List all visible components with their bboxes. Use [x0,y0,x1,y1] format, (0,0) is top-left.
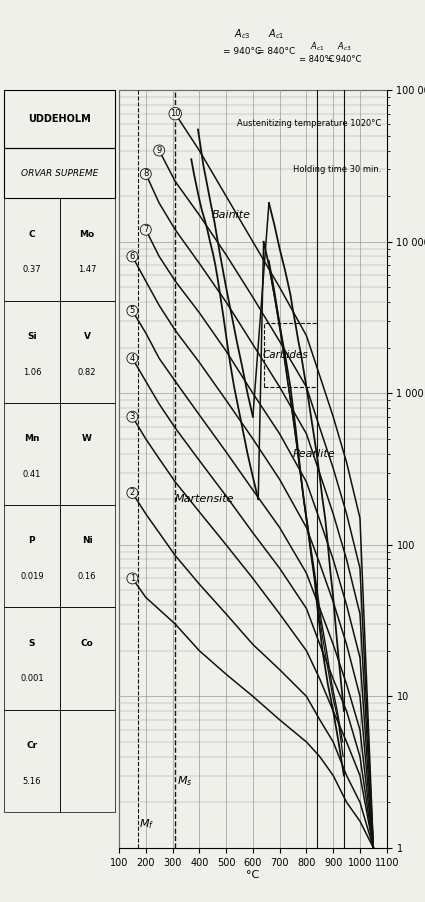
Bar [4,90,115,148]
Bar [60,300,115,403]
Text: Mo: Mo [79,230,95,239]
Text: 6: 6 [130,252,135,261]
Text: Si: Si [27,332,37,341]
Text: 10: 10 [170,109,181,118]
Bar [4,403,60,505]
Text: 1.47: 1.47 [78,265,96,274]
Text: 9: 9 [156,146,162,155]
Bar [60,710,115,812]
Text: 5.16: 5.16 [23,777,41,786]
Text: Carbides: Carbides [262,350,308,360]
Bar [4,710,60,812]
Text: $A_{c3}$: $A_{c3}$ [234,27,251,41]
Text: 0.37: 0.37 [23,265,41,274]
Text: 0.019: 0.019 [20,572,44,581]
Text: = 940°C: = 940°C [223,47,261,56]
Text: 5: 5 [130,307,135,316]
Text: V: V [84,332,91,341]
Text: S: S [28,639,35,648]
Text: $M_f$: $M_f$ [139,817,154,831]
Text: 4: 4 [130,354,135,363]
Text: UDDEHOLM: UDDEHOLM [28,114,91,124]
Text: P: P [28,537,35,546]
Bar [4,198,60,300]
Text: ORVAR SUPREME: ORVAR SUPREME [21,169,98,178]
Text: Austenitizing temperature 1020°C: Austenitizing temperature 1020°C [237,119,381,128]
X-axis label: °C: °C [246,870,260,880]
Bar [4,607,60,710]
Bar [4,505,60,607]
Text: W: W [82,434,92,443]
Text: 3: 3 [130,412,135,421]
Text: $A_{c1}$
= 840°C: $A_{c1}$ = 840°C [299,41,335,63]
Text: $M_s$: $M_s$ [176,774,192,787]
Bar [4,300,60,403]
Text: 7: 7 [143,226,148,235]
Text: 1.06: 1.06 [23,368,41,377]
Bar [264,323,317,387]
Text: 1: 1 [130,574,135,583]
Text: 2: 2 [130,488,135,497]
Text: 0.001: 0.001 [20,675,44,684]
Bar [60,403,115,505]
Text: 0.41: 0.41 [23,470,41,479]
Text: $A_{c1}$: $A_{c1}$ [268,27,284,41]
Text: Mn: Mn [24,434,40,443]
Text: C: C [28,230,35,239]
Text: Pearlite: Pearlite [293,448,336,458]
Bar [60,505,115,607]
Bar [60,607,115,710]
Text: Bainite: Bainite [212,210,251,220]
Bar [4,148,115,198]
Text: Cr: Cr [26,741,37,750]
Text: Holding time 30 min.: Holding time 30 min. [293,165,381,174]
Text: Co: Co [81,639,94,648]
Text: = 840°C: = 840°C [257,47,295,56]
Text: Ni: Ni [82,537,93,546]
Text: Martensite: Martensite [175,494,235,504]
Text: $A_{c3}$
= 940°C: $A_{c3}$ = 940°C [326,41,362,63]
Text: 0.16: 0.16 [78,572,96,581]
Bar [60,198,115,300]
Text: 8: 8 [143,170,148,179]
Text: 0.82: 0.82 [78,368,96,377]
